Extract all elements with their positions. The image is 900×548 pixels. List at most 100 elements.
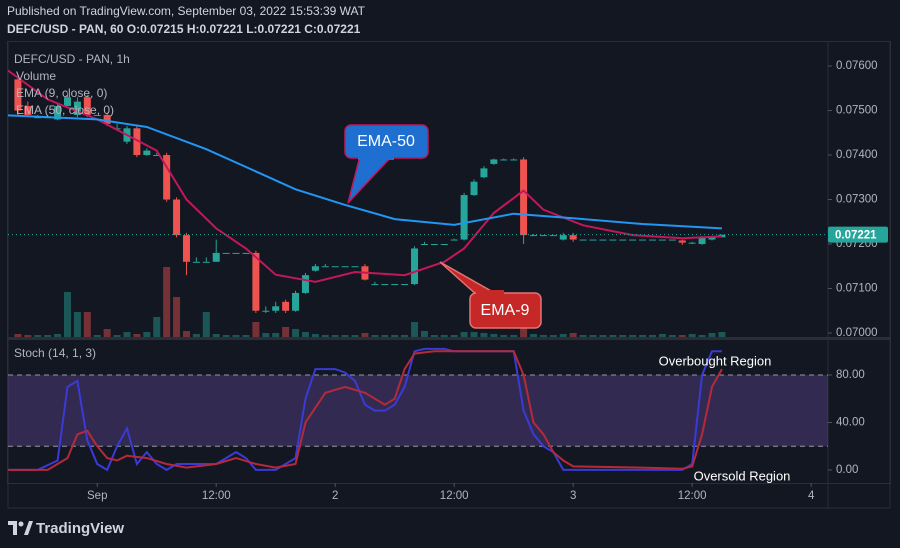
- x-tick-label: 12:00: [678, 490, 707, 502]
- candle-body: [639, 239, 647, 241]
- volume-bar: [24, 335, 32, 337]
- y-tick-label: 0.00: [836, 464, 858, 476]
- x-tick-label: 3: [570, 490, 576, 502]
- candle-body: [430, 244, 438, 246]
- volume-bar: [192, 334, 200, 337]
- y-tick-label: 0.07100: [836, 283, 878, 295]
- volume-bar: [401, 335, 409, 337]
- volume-bar: [381, 335, 389, 337]
- volume-bar: [658, 334, 666, 337]
- callout-text: EMA-50: [357, 133, 415, 150]
- candle-body: [658, 239, 666, 241]
- volume-bar: [83, 312, 91, 337]
- candle-body: [539, 235, 547, 237]
- candle-body: [143, 150, 151, 156]
- overbought-label: Overbought Region: [659, 353, 772, 368]
- candle-body: [252, 252, 260, 311]
- volume-bar: [599, 335, 607, 337]
- last-price-box: [828, 226, 888, 243]
- candle-body: [589, 239, 597, 241]
- symbol-legend: DEFC/USD - PAN, 1h: [14, 52, 130, 66]
- volume-bar: [113, 335, 121, 337]
- candle-body: [688, 242, 696, 244]
- volume-bar: [490, 334, 498, 337]
- volume-bar: [282, 327, 290, 337]
- candle-body: [609, 239, 617, 241]
- y-tick-label: 0.07000: [836, 327, 878, 339]
- indicator-line: [8, 347, 722, 472]
- volume-legend: Volume: [16, 69, 56, 83]
- x-tick-label: Sep: [87, 490, 107, 502]
- candle-body: [24, 106, 32, 115]
- ohlc-line: DEFC/USD - PAN, 60 O:0.07215 H:0.07221 L…: [7, 22, 361, 36]
- candle-body: [93, 114, 101, 116]
- candle-body: [272, 306, 280, 311]
- candle-body: [133, 128, 141, 156]
- y-tick-label: 0.07400: [836, 149, 878, 161]
- volume-bar: [579, 335, 587, 337]
- candle-body: [668, 239, 676, 241]
- callout-box: [469, 292, 542, 329]
- volume-bar: [450, 335, 458, 337]
- volume-bar: [232, 335, 240, 337]
- y-tick-label: 80.00: [836, 369, 865, 381]
- volume-bar: [34, 335, 42, 337]
- candle-body: [520, 159, 528, 236]
- callout-joint: [476, 290, 504, 298]
- volume-bar: [14, 334, 22, 337]
- volume-bar: [520, 322, 528, 337]
- candle-body: [222, 252, 230, 254]
- candle-body: [54, 106, 62, 120]
- volume-bar: [73, 312, 81, 337]
- candle-body: [381, 284, 389, 286]
- volume-bar: [321, 335, 329, 337]
- volume-bar: [430, 335, 438, 337]
- volume-bar: [411, 322, 419, 337]
- volume-bar: [182, 331, 190, 337]
- candle-body: [153, 155, 161, 157]
- candle-body: [530, 235, 538, 237]
- volume-bar: [569, 333, 577, 337]
- stoch-pane: [8, 347, 828, 472]
- ema9-callout: EMA-9: [439, 261, 542, 329]
- candle-body: [63, 97, 71, 107]
- candle-body: [301, 275, 309, 293]
- stoch-legend: Stoch (14, 1, 3): [14, 346, 96, 360]
- candle-body: [173, 199, 181, 236]
- y-tick-label: 0.07500: [836, 105, 878, 117]
- candle-body: [549, 235, 557, 237]
- volume-bar: [718, 332, 726, 337]
- candle-body: [103, 114, 111, 124]
- volume-bar: [678, 335, 686, 337]
- volume-bar: [93, 335, 101, 337]
- candle-body: [569, 235, 577, 240]
- y-tick-label: 40.00: [836, 417, 865, 429]
- volume-bar: [639, 335, 647, 337]
- x-tick-label: 4: [808, 490, 815, 502]
- volume-bar: [123, 332, 131, 337]
- candle-body: [440, 244, 448, 246]
- volume-bar: [163, 267, 171, 337]
- candle-body: [182, 235, 190, 262]
- volume-bar: [371, 335, 379, 337]
- logo-mark: [8, 521, 17, 535]
- volume-bar: [688, 334, 696, 337]
- candle-body: [14, 79, 22, 111]
- volume-bar: [311, 334, 319, 337]
- volume-bar: [103, 329, 111, 337]
- volume-bar: [480, 333, 488, 337]
- volume-bar: [272, 333, 280, 337]
- volume-bar: [133, 334, 141, 337]
- last-price-label: 0.07221: [835, 230, 877, 242]
- logo-mark: [24, 521, 33, 535]
- volume-bar: [341, 335, 349, 337]
- volume-bar: [361, 333, 369, 337]
- candle-body: [292, 292, 300, 311]
- candle-body: [192, 261, 200, 263]
- volume-bar: [242, 335, 250, 337]
- candle-body: [371, 284, 379, 286]
- axes: 0.070000.071000.072000.073000.074000.075…: [87, 60, 888, 502]
- volume-bar: [44, 335, 52, 337]
- stoch-band: [8, 375, 828, 447]
